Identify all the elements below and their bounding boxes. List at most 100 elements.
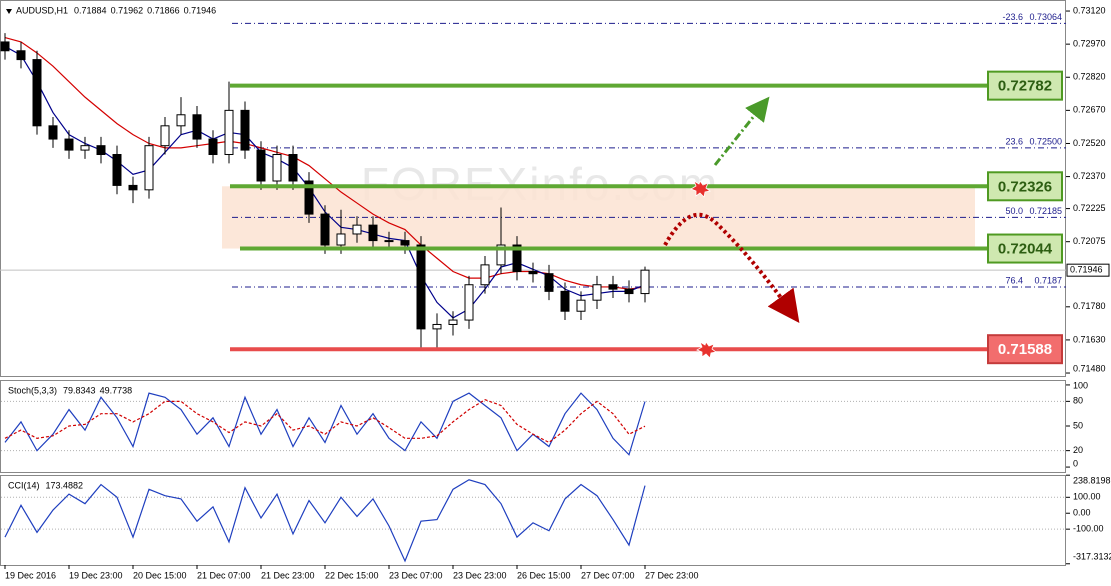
x-tick-label: 23 Dec 07:00 — [389, 570, 443, 580]
y-tick-label: 0.72970 — [1073, 39, 1106, 49]
candle-body — [496, 244, 506, 266]
y-tick-label: 0.72820 — [1073, 72, 1106, 82]
candle-body — [320, 213, 330, 246]
x-tick-label: 27 Dec 07:00 — [581, 570, 635, 580]
indicator-line — [4, 392, 646, 456]
indicator-line — [4, 36, 646, 290]
y-tick-label: 238.8198 — [1073, 475, 1111, 485]
candle-body — [416, 244, 426, 330]
y-tick-label: 100 — [1073, 380, 1088, 390]
candle-body — [528, 270, 538, 275]
fib-price: 0.72185 — [1029, 206, 1062, 216]
level-box — [987, 334, 1063, 365]
candle-body — [96, 145, 106, 156]
x-tick-label: 22 Dec 15:00 — [325, 570, 379, 580]
candle-body — [352, 224, 362, 235]
candle-body — [608, 284, 618, 290]
candle-body — [576, 299, 586, 312]
candle-body — [400, 240, 410, 246]
candle-body — [624, 288, 634, 295]
x-tick-label: 26 Dec 15:00 — [517, 570, 571, 580]
y-tick-label: 0.71480 — [1073, 363, 1106, 373]
indicator-line — [4, 399, 646, 444]
candle-body — [208, 138, 218, 156]
x-tick-label: 20 Dec 15:00 — [133, 570, 187, 580]
candle-body — [384, 240, 394, 243]
candle-body — [192, 114, 202, 140]
candle-body — [640, 269, 650, 295]
candle-body — [32, 59, 42, 127]
candle-body — [144, 145, 154, 191]
fib-price: 0.72500 — [1029, 136, 1062, 146]
candle-body — [240, 109, 250, 151]
y-tick-label: 0 — [1073, 458, 1078, 468]
candle-body — [160, 125, 170, 147]
candle-body — [448, 319, 458, 325]
y-tick-label: 0.72370 — [1073, 171, 1106, 181]
break-icon — [696, 341, 717, 359]
candle-body — [256, 149, 266, 182]
candle-body — [16, 50, 26, 61]
candle-body — [544, 273, 554, 292]
menu-triangle — [6, 9, 12, 14]
candle-body — [304, 180, 314, 215]
header-value: 0.71884 — [74, 5, 107, 15]
fib-level: 50.0 — [1005, 206, 1023, 216]
level-label: 0.72326 — [998, 178, 1052, 195]
level-box — [987, 171, 1063, 202]
candle-body — [0, 41, 10, 52]
down-arrow — [663, 212, 800, 323]
candle-body — [592, 284, 602, 301]
y-tick-label: 80 — [1073, 396, 1083, 406]
panel-title: Stoch(5,3,3) — [8, 385, 57, 395]
header-value: 79.8343 — [63, 385, 96, 395]
x-tick-label: 21 Dec 23:00 — [261, 570, 315, 580]
x-tick-label: 21 Dec 07:00 — [197, 570, 251, 580]
candle-body — [512, 244, 522, 272]
last-price-label: 0.71946 — [1070, 265, 1103, 275]
candle-body — [464, 284, 474, 321]
x-tick-label: 19 Dec 2016 — [5, 570, 56, 580]
candle-body — [336, 233, 346, 246]
candle-body — [288, 154, 298, 182]
candle-body — [560, 290, 570, 312]
level-label: 0.72782 — [998, 78, 1052, 95]
y-tick-label: 0.73120 — [1073, 5, 1106, 15]
header-value: 0.71962 — [111, 5, 144, 15]
candle-body — [224, 109, 234, 156]
header-value: 173.4882 — [46, 480, 84, 490]
candle-body — [368, 224, 378, 242]
panel-title: AUDUSD,H1 — [16, 5, 68, 15]
level-box — [987, 70, 1063, 101]
level-box — [987, 233, 1063, 264]
header-value: 0.71866 — [147, 5, 180, 15]
indicator-line — [4, 479, 646, 563]
level-label: 0.71588 — [998, 341, 1052, 358]
candle-body — [480, 264, 490, 286]
y-tick-label: 50 — [1073, 420, 1083, 430]
y-tick-label: -100.00 — [1073, 524, 1104, 534]
candle-body — [128, 184, 138, 191]
level-label: 0.72044 — [998, 241, 1053, 258]
y-tick-label: 100.00 — [1073, 492, 1101, 502]
y-tick-label: 0.72670 — [1073, 105, 1106, 115]
candle-body — [176, 114, 186, 127]
up-arrow — [713, 96, 770, 166]
break-icon — [690, 180, 711, 198]
candle-body — [64, 138, 74, 151]
panel-title: CCI(14) — [8, 480, 40, 490]
candle-body — [112, 154, 122, 186]
y-tick-label: 0.00 — [1073, 508, 1091, 518]
cci-panel — [0, 475, 1066, 566]
fib-level: 23.6 — [1005, 136, 1023, 146]
fib-level: -23.6 — [1002, 12, 1023, 22]
fib-price: 0.7187 — [1034, 275, 1062, 285]
x-tick-label: 23 Dec 23:00 — [453, 570, 507, 580]
last-price-box — [1066, 263, 1110, 277]
fib-level: 76.4 — [1005, 275, 1023, 285]
x-tick-label: 19 Dec 23:00 — [69, 570, 123, 580]
fib-price: 0.73064 — [1029, 12, 1062, 22]
y-tick-label: 0.72225 — [1073, 203, 1106, 213]
y-tick-label: 20 — [1073, 445, 1083, 455]
